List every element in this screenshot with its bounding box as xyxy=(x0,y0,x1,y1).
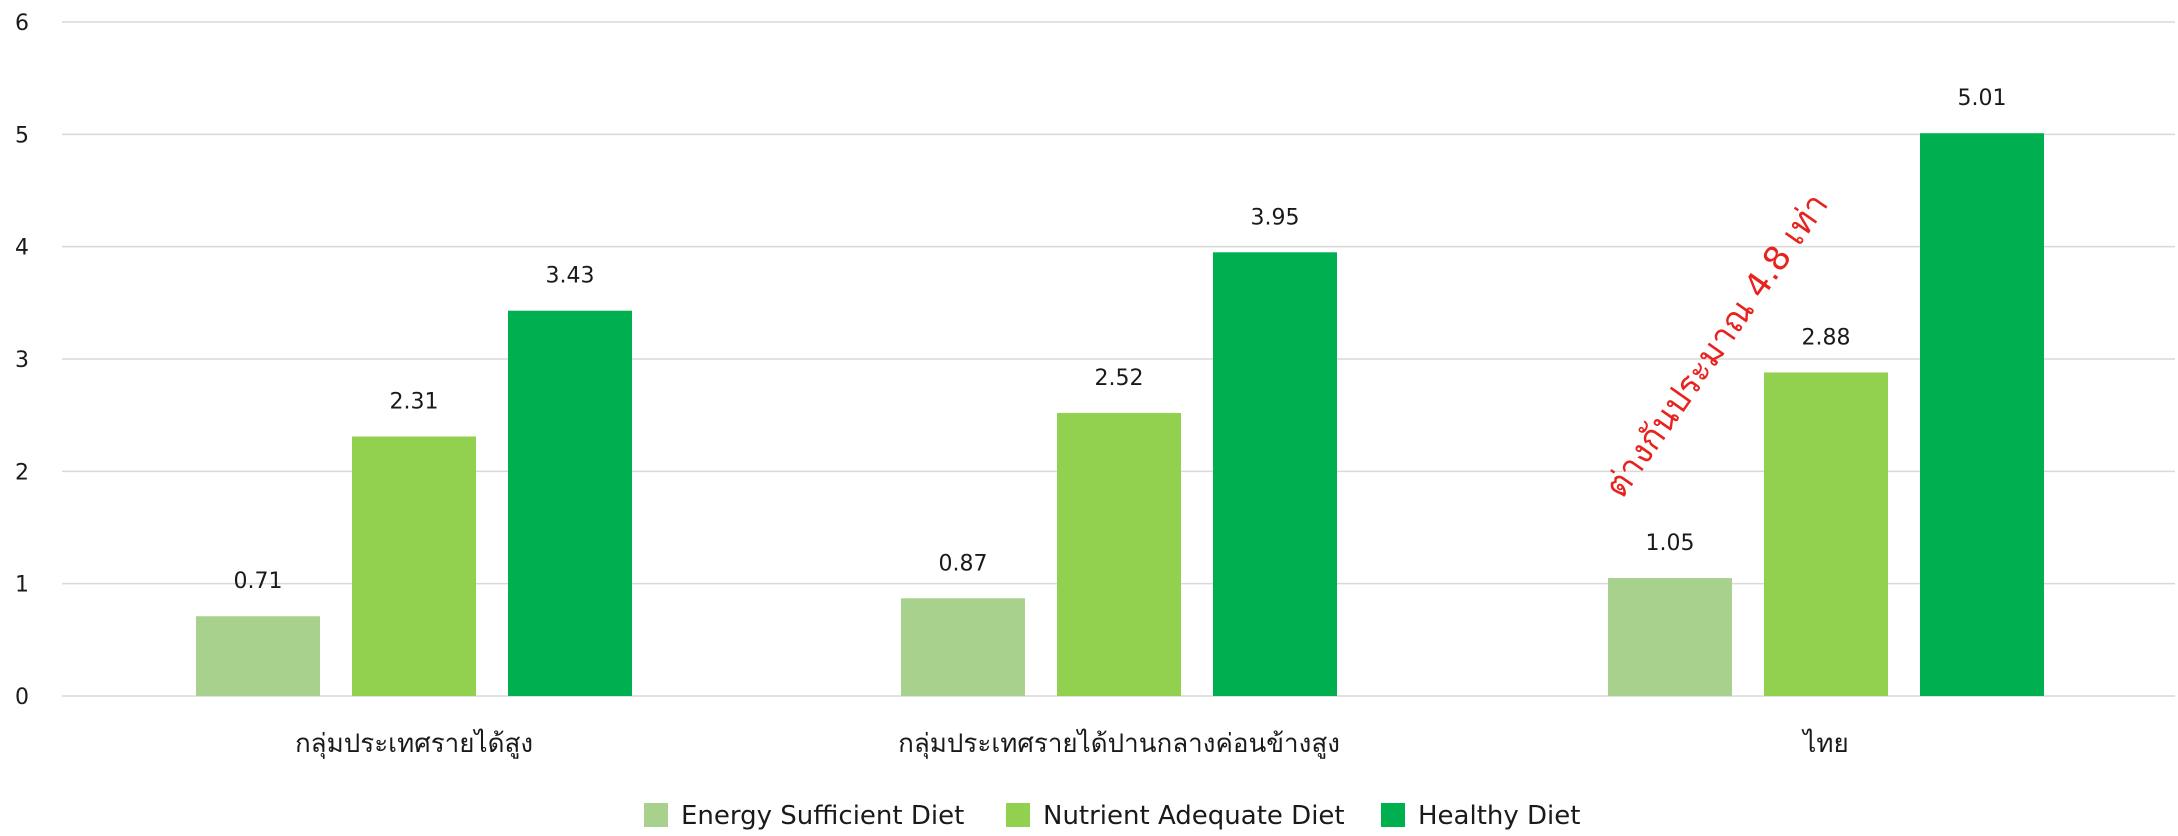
y-tick-label: 2 xyxy=(15,460,29,485)
bar xyxy=(1057,412,1181,696)
data-labels: 0.71 2.31 3.43 0.87 2.52 3.95 1.05 2.88 5.01 xyxy=(234,86,2007,594)
data-label: 3.43 xyxy=(546,264,595,289)
data-label: 2.31 xyxy=(390,390,439,415)
legend-label: Healthy Diet xyxy=(1418,801,1580,831)
bar xyxy=(1213,252,1337,697)
bar xyxy=(901,598,1025,696)
y-tick-label: 3 xyxy=(15,348,29,373)
legend: Energy Sufficient Diet Nutrient Adequate … xyxy=(644,801,1580,831)
bar xyxy=(196,616,320,696)
legend-swatch xyxy=(1381,803,1405,827)
category-label: กลุ่มประเทศรายได้ปานกลางค่อนข้างสูง xyxy=(898,728,1340,759)
y-tick-label: 5 xyxy=(15,123,29,148)
category-label: ไทย xyxy=(1801,728,1848,759)
y-tick-label: 6 xyxy=(15,11,29,36)
bar xyxy=(1920,133,2044,696)
bars xyxy=(196,133,2044,697)
legend-label: Nutrient Adequate Diet xyxy=(1043,801,1345,831)
bar xyxy=(1608,578,1732,696)
category-label: กลุ่มประเทศรายได้สูง xyxy=(295,728,533,759)
data-label: 5.01 xyxy=(1958,86,2007,111)
data-label: 0.71 xyxy=(234,569,283,594)
bar xyxy=(508,310,632,696)
bar xyxy=(1764,372,1888,696)
data-label: 1.05 xyxy=(1646,531,1695,556)
y-tick-label: 0 xyxy=(15,685,29,710)
data-label: 0.87 xyxy=(939,551,988,576)
legend-label: Energy Sufficient Diet xyxy=(681,801,964,831)
bar xyxy=(352,436,476,696)
y-axis-ticks: 0 1 2 3 4 5 6 xyxy=(15,11,29,710)
data-label: 2.88 xyxy=(1802,325,1851,350)
y-tick-label: 1 xyxy=(15,573,29,598)
legend-swatch xyxy=(1006,803,1030,827)
x-axis-categories: กลุ่มประเทศรายได้สูง กลุ่มประเทศรายได้ปาน… xyxy=(295,728,1849,759)
data-label: 2.52 xyxy=(1095,366,1144,391)
legend-swatch xyxy=(644,803,668,827)
y-tick-label: 4 xyxy=(15,236,29,261)
data-label: 3.95 xyxy=(1251,205,1300,230)
